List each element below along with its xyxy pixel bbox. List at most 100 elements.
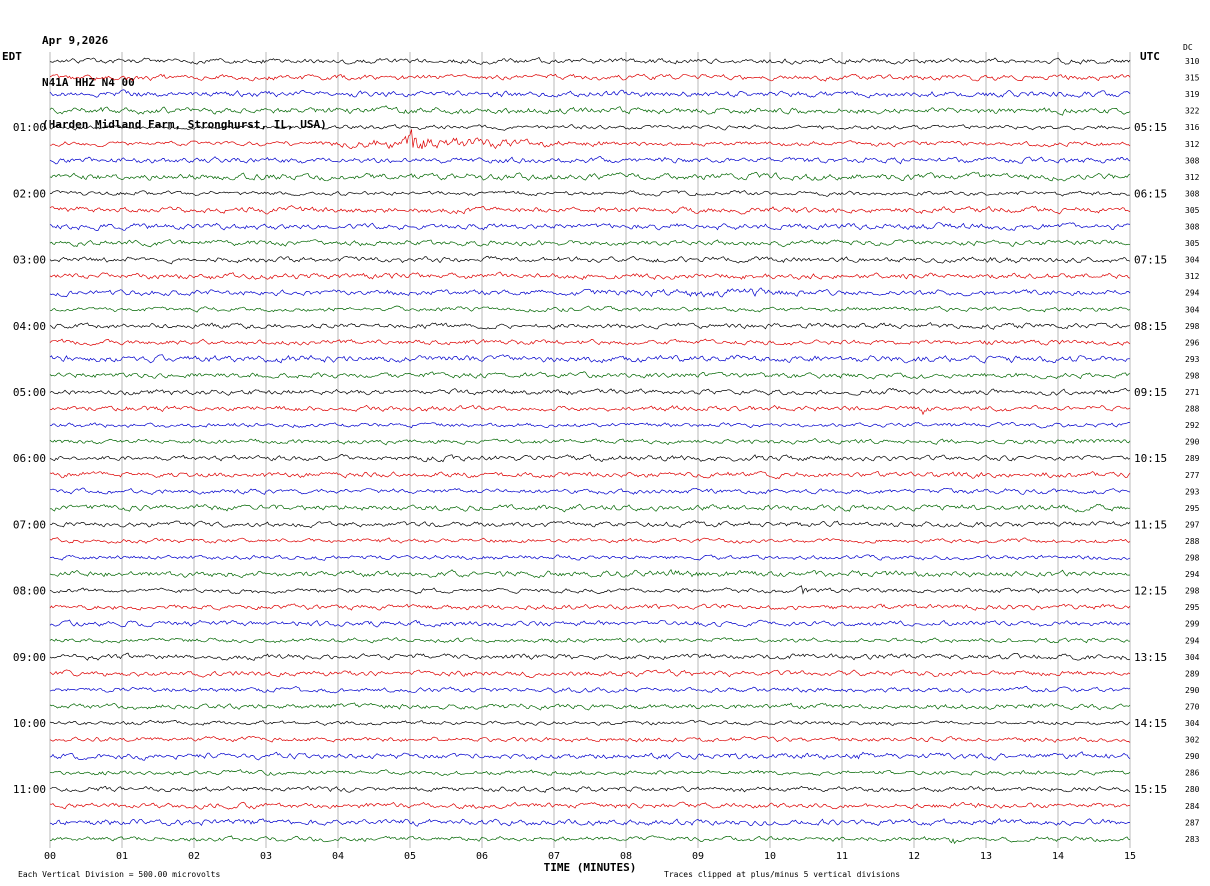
dc-offset-value: 284 bbox=[1185, 802, 1200, 811]
x-tick-label: 00 bbox=[44, 851, 56, 862]
dc-offset-value: 290 bbox=[1185, 438, 1200, 447]
seismogram-trace bbox=[49, 305, 1131, 313]
dc-offset-value: 295 bbox=[1185, 603, 1200, 612]
dc-offset-value: 280 bbox=[1185, 785, 1200, 794]
dc-offset-value: 298 bbox=[1185, 587, 1200, 596]
dc-offset-value: 298 bbox=[1185, 371, 1200, 380]
seismogram-trace bbox=[49, 702, 1131, 711]
dc-offset-value: 305 bbox=[1185, 206, 1200, 215]
dc-offset-value: 297 bbox=[1185, 520, 1200, 529]
seismogram-trace bbox=[49, 454, 1131, 463]
seismogram-trace bbox=[49, 603, 1131, 611]
seismogram-trace bbox=[49, 537, 1131, 544]
header-location: (Harden Midland Farm, Stronghurst, IL, U… bbox=[42, 118, 327, 131]
seismogram-trace bbox=[49, 287, 1131, 298]
dc-offset-value: 290 bbox=[1185, 752, 1200, 761]
seismogram-trace bbox=[49, 255, 1131, 265]
dc-offset-value: 305 bbox=[1185, 239, 1200, 248]
dc-offset-value: 302 bbox=[1185, 736, 1200, 745]
dc-offset-value: 308 bbox=[1185, 156, 1200, 165]
seismogram-trace bbox=[49, 619, 1131, 628]
seismogram-trace bbox=[49, 171, 1131, 182]
dc-offset-value: 298 bbox=[1185, 554, 1200, 563]
dc-offset-value: 315 bbox=[1185, 74, 1200, 83]
seismogram-trace bbox=[49, 354, 1131, 364]
dc-offset-value: 295 bbox=[1185, 504, 1200, 513]
seismogram-trace bbox=[50, 835, 1131, 845]
dc-offset-value: 288 bbox=[1185, 537, 1200, 546]
footer-left-note: Each Vertical Division = 500.00 microvol… bbox=[18, 870, 221, 879]
seismogram-trace bbox=[49, 404, 1131, 416]
seismogram-trace bbox=[49, 685, 1131, 694]
edt-hour-label: 03:00 bbox=[13, 254, 46, 267]
x-tick-label: 04 bbox=[332, 851, 344, 862]
dc-offset-value: 308 bbox=[1185, 189, 1200, 198]
utc-hour-label: 11:15 bbox=[1134, 518, 1167, 531]
seismogram-trace bbox=[49, 585, 1131, 595]
dc-offset-value: 294 bbox=[1185, 289, 1200, 298]
dc-offset-value: 293 bbox=[1185, 355, 1200, 364]
seismogram-trace bbox=[49, 554, 1131, 561]
dc-offset-value: 290 bbox=[1185, 686, 1200, 695]
utc-hour-label: 08:15 bbox=[1134, 320, 1167, 333]
edt-hour-label: 06:00 bbox=[13, 452, 46, 465]
dc-offset-value: 286 bbox=[1185, 769, 1200, 778]
x-tick-label: 08 bbox=[620, 851, 632, 862]
dc-offset-value: 312 bbox=[1185, 272, 1200, 281]
x-tick-label: 14 bbox=[1052, 851, 1064, 862]
x-tick-label: 09 bbox=[692, 851, 704, 862]
seismogram-trace bbox=[50, 190, 1131, 197]
seismogram-trace bbox=[49, 322, 1131, 330]
dc-offset-value: 294 bbox=[1185, 570, 1200, 579]
seismogram-trace bbox=[49, 222, 1131, 231]
dc-offset-value: 304 bbox=[1185, 305, 1200, 314]
dc-offset-value: 270 bbox=[1185, 702, 1200, 711]
dc-offset-value: 296 bbox=[1185, 338, 1200, 347]
seismogram-trace bbox=[49, 719, 1131, 727]
seismogram-trace bbox=[49, 124, 1131, 131]
x-tick-label: 13 bbox=[980, 851, 992, 862]
dc-offset-value: 312 bbox=[1185, 173, 1200, 182]
dc-offset-value: 289 bbox=[1185, 454, 1200, 463]
edt-hour-label: 04:00 bbox=[13, 320, 46, 333]
dc-offset-value: 271 bbox=[1185, 388, 1200, 397]
x-tick-label: 15 bbox=[1124, 851, 1136, 862]
seismogram-trace bbox=[49, 156, 1131, 165]
utc-hour-label: 07:15 bbox=[1134, 254, 1167, 267]
edt-hour-label: 10:00 bbox=[13, 717, 46, 730]
utc-hour-label: 15:15 bbox=[1134, 783, 1167, 796]
utc-hour-label: 06:15 bbox=[1134, 187, 1167, 200]
seismogram-trace bbox=[49, 129, 1131, 150]
x-tick-label: 10 bbox=[764, 851, 776, 862]
seismogram-trace bbox=[49, 801, 1131, 810]
dc-offset-value: 298 bbox=[1185, 322, 1200, 331]
dc-offset-value: 304 bbox=[1185, 256, 1200, 265]
seismogram-trace bbox=[49, 421, 1131, 429]
seismogram-trace bbox=[49, 89, 1131, 99]
dc-offset-value: 294 bbox=[1185, 636, 1200, 645]
seismogram-trace bbox=[49, 271, 1131, 281]
dc-offset-value: 312 bbox=[1185, 140, 1200, 149]
edt-hour-label: 11:00 bbox=[13, 783, 46, 796]
dc-column-label: DC bbox=[1183, 43, 1193, 52]
edt-hour-label: 02:00 bbox=[13, 187, 46, 200]
x-tick-label: 12 bbox=[908, 851, 920, 862]
dc-offset-value: 277 bbox=[1185, 471, 1200, 480]
x-tick-label: 11 bbox=[836, 851, 848, 862]
seismogram-trace bbox=[49, 239, 1131, 248]
dc-offset-value: 292 bbox=[1185, 421, 1200, 430]
seismogram-trace bbox=[49, 338, 1131, 346]
seismogram-trace bbox=[49, 105, 1131, 116]
seismogram-trace bbox=[49, 637, 1131, 644]
dc-offset-value: 308 bbox=[1185, 223, 1200, 232]
edt-hour-label: 01:00 bbox=[13, 121, 46, 134]
x-tick-label: 05 bbox=[404, 851, 416, 862]
seismogram-trace bbox=[49, 652, 1131, 661]
seismogram-trace bbox=[49, 371, 1131, 380]
edt-hour-label: 07:00 bbox=[13, 518, 46, 531]
seismogram-trace bbox=[49, 736, 1131, 743]
dc-offset-value: 316 bbox=[1185, 123, 1200, 132]
header-date: Apr 9,2026 bbox=[42, 34, 109, 47]
dc-offset-value: 283 bbox=[1185, 835, 1200, 844]
